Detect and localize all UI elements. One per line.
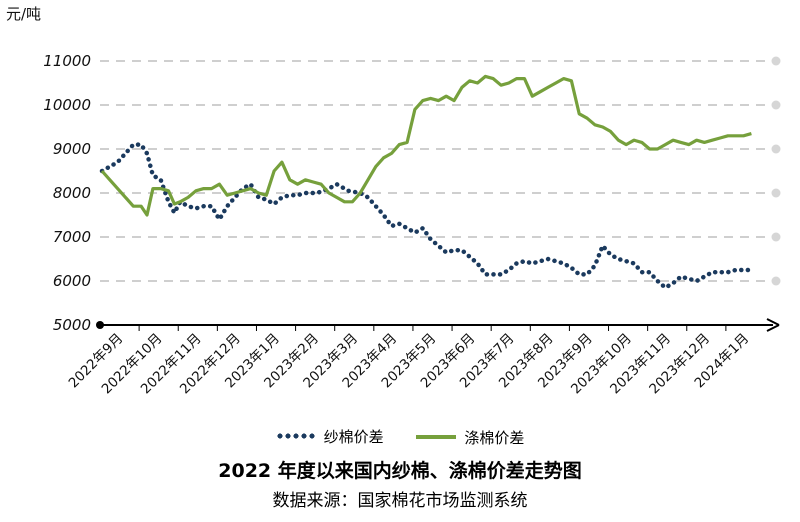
x-axis xyxy=(96,318,780,332)
x-axis-arrowhead xyxy=(766,318,780,332)
y-tick-label-10000: 10000 xyxy=(43,96,91,114)
y-axis-ticks: 5000 6000 7000 8000 9000 10000 11000 xyxy=(43,52,91,334)
chart-canvas: 元/吨 5000 6000 7000 8000 9000 10000 11000 2022年… xyxy=(6,5,781,397)
legend-label-polyester-spread: 涤棉价差 xyxy=(464,428,525,447)
chart-title: 2022 年度以来国内纱棉、涤棉价差走势图 xyxy=(218,460,582,482)
legend-dotted-swatch xyxy=(275,433,316,439)
series-layer xyxy=(99,74,754,291)
y-tick-label-6000: 6000 xyxy=(53,272,91,290)
legend-label-yarn-spread: 纱棉价差 xyxy=(323,427,384,446)
grid-end-dot-9000 xyxy=(771,144,781,154)
series-line-yarn-spread xyxy=(99,142,754,291)
x-axis-ticks: 2022年9月2022年10月2022年11月2022年12月2023年1月20… xyxy=(66,325,752,397)
legend-item-yarn-spread: 纱棉价差 xyxy=(275,426,384,447)
y-tick-label-9000: 9000 xyxy=(53,140,91,158)
grid-end-dot-7000 xyxy=(771,232,781,242)
x-axis-origin-dot xyxy=(96,321,104,329)
y-tick-label-7000: 7000 xyxy=(53,228,91,246)
grid-lines xyxy=(100,56,781,286)
grid-end-dot-8000 xyxy=(771,188,781,198)
series-line-polyester-spread xyxy=(100,74,752,217)
y-tick-label-5000: 5000 xyxy=(53,316,91,334)
legend: 纱棉价差 涤棉价差 xyxy=(0,425,800,448)
y-axis-unit-label: 元/吨 xyxy=(6,5,41,23)
legend-line-swatch xyxy=(416,435,457,439)
chart-source: 数据来源：国家棉花市场监测系统 xyxy=(272,491,528,511)
y-tick-label-8000: 8000 xyxy=(53,184,91,202)
grid-end-dot-10000 xyxy=(771,100,781,110)
y-tick-label-11000: 11000 xyxy=(43,52,91,70)
legend-item-polyester-spread: 涤棉价差 xyxy=(416,427,524,448)
grid-end-dot-6000 xyxy=(771,276,781,286)
grid-end-dot-11000 xyxy=(771,56,781,66)
